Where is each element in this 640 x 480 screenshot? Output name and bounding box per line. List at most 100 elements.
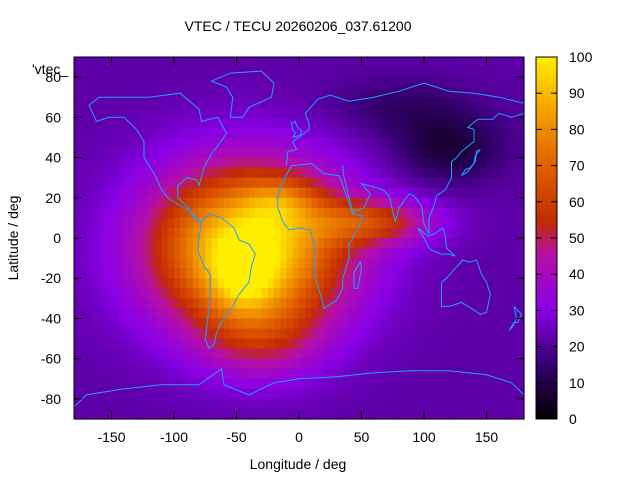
heat-cell — [449, 378, 456, 390]
heat-cell — [305, 77, 313, 88]
heat-cell — [367, 348, 375, 360]
heat-cell — [136, 127, 144, 139]
heat-cell — [361, 67, 369, 78]
heat-cell — [274, 147, 281, 159]
heat-cell — [92, 117, 100, 128]
heat-cell — [374, 137, 381, 149]
heat-cell — [380, 87, 388, 98]
heat-cell — [280, 328, 288, 340]
heat-cell — [117, 187, 125, 199]
heat-cell — [249, 318, 256, 330]
heat-cell — [92, 358, 100, 370]
heat-cell — [217, 408, 225, 420]
heat-cell — [367, 187, 375, 199]
heat-cell — [411, 207, 419, 219]
heat-cell — [242, 217, 250, 229]
heat-cell — [355, 157, 363, 169]
heat-cell — [92, 398, 100, 410]
heat-cell — [136, 187, 144, 199]
heat-cell — [274, 388, 281, 400]
heat-cell — [405, 318, 413, 330]
heat-cell — [299, 298, 306, 309]
heat-cell — [349, 167, 356, 179]
heat-cell — [186, 358, 194, 370]
heat-cell — [224, 67, 231, 78]
heat-cell — [249, 308, 256, 320]
heat-cell — [311, 67, 319, 78]
heat-cell — [486, 157, 494, 169]
heat-cell — [380, 57, 388, 68]
heat-cell — [292, 278, 300, 289]
heat-cell — [155, 318, 163, 330]
heat-cell — [430, 398, 438, 410]
heat-cell — [430, 157, 438, 169]
heat-cell — [74, 157, 81, 169]
heat-cell — [492, 258, 500, 269]
heat-cell — [455, 57, 463, 68]
heat-cell — [205, 197, 213, 209]
y-tick-label: 60 — [45, 109, 61, 125]
heat-cell — [286, 57, 294, 68]
heat-cell — [505, 248, 513, 259]
heat-cell — [205, 288, 213, 299]
heat-cell — [167, 268, 175, 279]
heat-cell — [430, 97, 438, 108]
heat-cell — [236, 107, 244, 118]
heat-cell — [142, 157, 150, 169]
heat-cell — [180, 368, 188, 380]
heat-cell — [211, 97, 219, 108]
heat-cell — [336, 187, 344, 199]
heat-cell — [455, 278, 463, 289]
heat-cell — [274, 177, 281, 189]
heat-cell — [99, 187, 106, 199]
heat-cell — [167, 217, 175, 229]
heat-cell — [86, 147, 94, 159]
heat-cell — [286, 197, 294, 209]
heat-cell — [99, 268, 106, 279]
heat-cell — [480, 107, 488, 118]
heat-cell — [249, 217, 256, 229]
heat-cell — [242, 97, 250, 108]
heat-cell — [430, 177, 438, 189]
heat-cell — [492, 238, 500, 249]
heat-cell — [374, 107, 381, 118]
heat-cell — [130, 127, 138, 139]
heat-cell — [161, 207, 169, 219]
heat-cell — [405, 258, 413, 269]
heat-cell — [205, 147, 213, 159]
heat-cell — [280, 147, 288, 159]
heat-cell — [92, 238, 100, 249]
heat-cell — [355, 187, 363, 199]
heat-cell — [474, 217, 481, 229]
heat-cell — [111, 217, 119, 229]
heat-cell — [192, 227, 200, 239]
heat-cell — [242, 147, 250, 159]
heat-cell — [517, 398, 525, 410]
heat-cell — [324, 318, 331, 330]
heat-cell — [517, 268, 525, 279]
heat-cell — [411, 187, 419, 199]
heat-cell — [324, 117, 331, 128]
heat-cell — [186, 258, 194, 269]
heat-cell — [105, 258, 113, 269]
heat-cell — [205, 298, 213, 309]
heat-cell — [74, 268, 81, 279]
heat-cell — [130, 378, 138, 390]
heat-cell — [211, 258, 219, 269]
heat-cell — [180, 217, 188, 229]
heat-cell — [336, 127, 344, 139]
heat-cell — [424, 408, 431, 420]
heat-cell — [405, 117, 413, 128]
heat-cell — [342, 147, 350, 159]
heat-cell — [349, 258, 356, 269]
heat-cell — [499, 107, 506, 118]
heat-cell — [299, 147, 306, 159]
heat-cell — [461, 368, 469, 380]
heat-cell — [474, 127, 481, 139]
heat-cell — [424, 398, 431, 410]
heat-cell — [199, 348, 206, 360]
heat-cell — [417, 177, 425, 189]
heat-cell — [174, 97, 181, 108]
heat-cell — [349, 197, 356, 209]
heat-cell — [486, 238, 494, 249]
